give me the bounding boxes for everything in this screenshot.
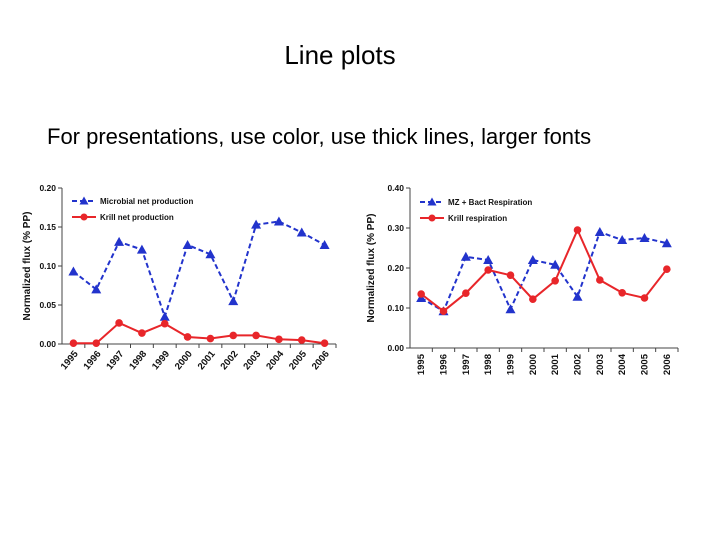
x-tick-label: 2004: [264, 348, 286, 372]
y-tick-label: 0.20: [39, 183, 56, 193]
data-point-triangle: [319, 239, 330, 249]
data-point-circle: [160, 319, 169, 328]
data-point-triangle: [550, 259, 561, 269]
data-point-triangle: [251, 219, 262, 229]
legend-label: Krill net production: [100, 213, 174, 222]
data-point-circle: [252, 331, 260, 340]
y-tick-label: 0.20: [387, 263, 404, 273]
data-point-triangle: [296, 227, 307, 237]
data-point-circle: [229, 331, 238, 340]
x-tick-label: 2006: [662, 354, 673, 375]
legend-marker: [80, 213, 88, 221]
data-point-triangle: [68, 266, 79, 276]
data-point-triangle: [639, 233, 650, 242]
data-point-triangle: [136, 244, 147, 254]
legend-marker: [79, 196, 89, 205]
x-tick-label: 1998: [127, 349, 149, 372]
data-point-circle: [663, 265, 671, 273]
x-tick-label: 2003: [595, 354, 606, 375]
data-point-triangle: [505, 304, 516, 314]
data-point-triangle: [460, 251, 471, 261]
series-line-1: [73, 321, 325, 345]
series-line-0: [72, 220, 326, 320]
legend-label: Microbial net production: [100, 197, 193, 206]
x-tick-label: 2001: [196, 348, 218, 372]
x-tick-label: 1995: [59, 348, 81, 372]
data-point-circle: [596, 276, 604, 284]
legend-label: Krill respiration: [448, 214, 507, 223]
y-tick-label: 0.05: [39, 300, 56, 310]
x-tick-label: 1997: [461, 354, 472, 375]
y-tick-label: 0.10: [387, 303, 404, 313]
legend-label: MZ + Bact Respiration: [448, 198, 532, 207]
x-tick-label: 2006: [310, 349, 332, 372]
y-tick-label: 0.00: [387, 343, 404, 353]
x-tick-label: 1996: [439, 354, 450, 375]
x-tick-label: 1998: [483, 354, 494, 375]
x-tick-label: 2001: [550, 353, 561, 375]
chart-respiration: 0.00 0.10 0.20 0.30 0.40 1995 1996 1997 1998 1999…: [366, 183, 679, 375]
data-point-triangle: [114, 236, 125, 246]
series-line-0: [420, 230, 668, 313]
x-tick-label: 2000: [173, 349, 195, 372]
data-point-circle: [206, 334, 215, 343]
data-point-circle: [92, 339, 101, 348]
data-point-circle: [462, 289, 470, 297]
x-tick-label: 2002: [219, 349, 241, 372]
data-point-triangle: [91, 284, 102, 294]
data-point-circle: [640, 294, 649, 302]
data-point-circle: [529, 295, 537, 303]
data-point-circle: [138, 329, 146, 337]
legend-marker: [428, 214, 436, 222]
data-point-triangle: [572, 291, 583, 301]
data-point-circle: [506, 271, 515, 279]
data-point-triangle: [527, 255, 538, 264]
data-point-triangle: [228, 296, 239, 306]
slide-subtitle: For presentations, use color, use thick …: [47, 124, 592, 149]
y-tick-label: 0.00: [39, 339, 56, 349]
x-tick-label: 1999: [506, 354, 517, 375]
data-point-triangle: [661, 238, 672, 248]
series-line-1: [420, 227, 668, 313]
x-tick-label: 1999: [150, 349, 172, 372]
x-tick-label: 2002: [573, 354, 584, 375]
data-point-circle: [618, 289, 626, 297]
y-tick-label: 0.30: [387, 223, 404, 233]
data-point-triangle: [273, 216, 284, 226]
data-point-triangle: [594, 227, 605, 236]
data-point-circle: [417, 290, 425, 298]
data-point-triangle: [159, 311, 170, 321]
data-point-circle: [573, 226, 582, 234]
x-tick-label: 2000: [528, 354, 539, 375]
x-tick-label: 2005: [287, 348, 309, 372]
y-tick-label: 0.15: [39, 222, 56, 232]
chart-microbial-krill-production: 0.00 0.05 0.10 0.15 0.20 1995 1996 1997 1998 1999…: [22, 183, 337, 372]
legend-marker: [427, 197, 437, 206]
x-tick-label: 1995: [416, 353, 427, 375]
data-point-circle: [320, 339, 329, 348]
y-tick-label: 0.10: [39, 261, 56, 271]
data-point-triangle: [483, 255, 494, 264]
data-point-circle: [275, 335, 283, 344]
data-point-circle: [484, 266, 492, 274]
y-axis-label: Normalized flux (% PP): [22, 212, 33, 321]
x-tick-label: 2005: [640, 353, 651, 375]
y-tick-label: 0.40: [387, 183, 404, 193]
data-point-circle: [551, 277, 559, 285]
data-point-circle: [297, 336, 306, 344]
slide-title: Line plots: [284, 40, 396, 70]
data-point-circle: [69, 339, 78, 348]
data-point-triangle: [182, 239, 193, 249]
x-tick-label: 1997: [104, 349, 126, 372]
x-tick-label: 2003: [241, 349, 263, 372]
y-axis-label: Normalized flux (% PP): [366, 214, 377, 323]
x-tick-label: 2004: [617, 353, 628, 375]
data-point-triangle: [617, 235, 628, 244]
x-tick-label: 1996: [82, 349, 104, 372]
data-point-circle: [183, 333, 192, 341]
data-point-triangle: [205, 249, 216, 259]
data-point-circle: [115, 319, 123, 327]
data-point-circle: [439, 307, 448, 315]
